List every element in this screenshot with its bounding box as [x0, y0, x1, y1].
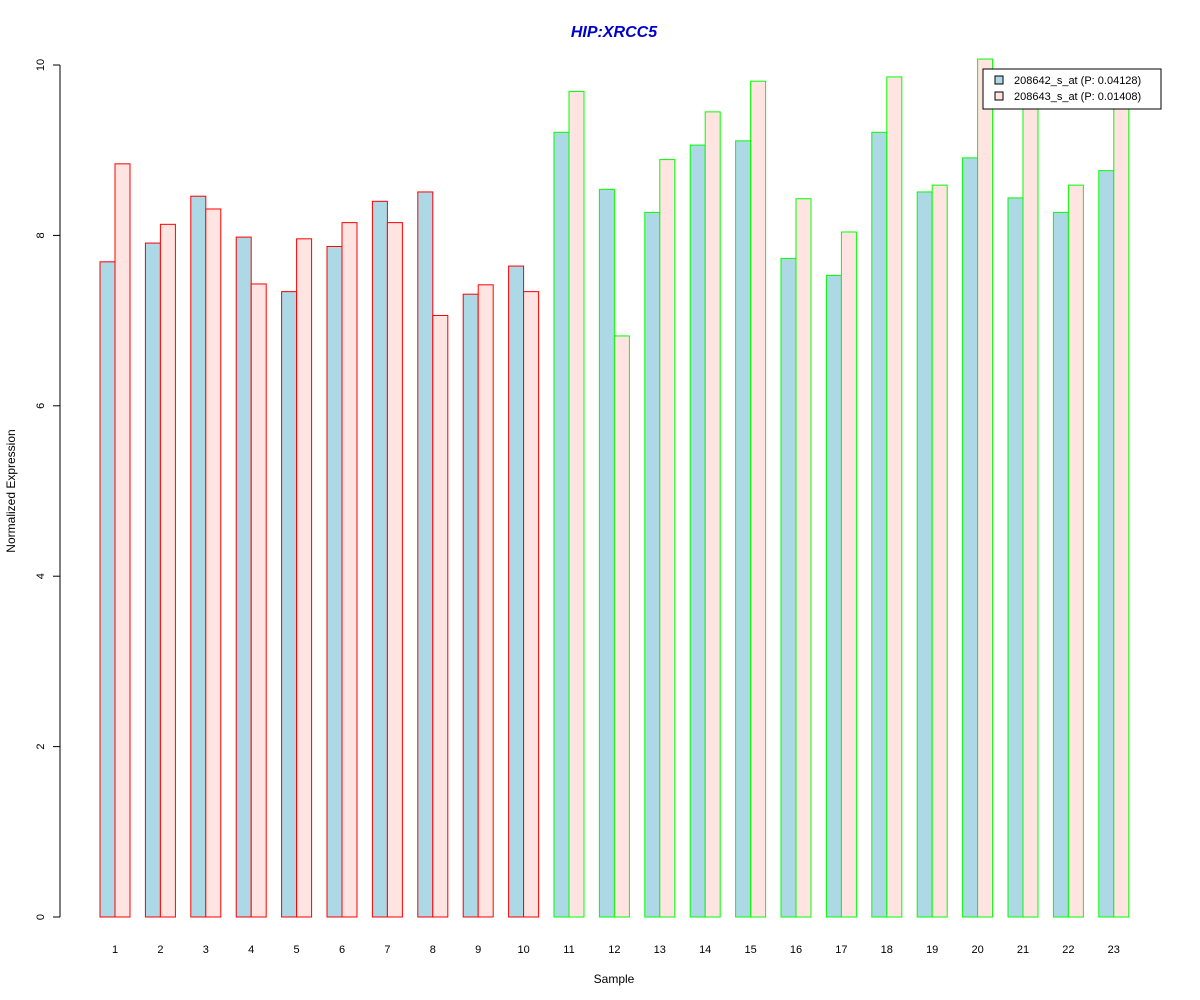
legend-label-series-1: 208642_s_at (P: 0.04128) [1014, 75, 1141, 87]
x-tick-label: 9 [475, 944, 481, 956]
bar-sample-5-series-2 [296, 238, 313, 918]
bar-sample-12-series-1 [598, 188, 615, 918]
bar-sample-8-series-2 [432, 314, 449, 918]
bar-sample-11-series-2 [568, 90, 585, 918]
bar-sample-13-series-1 [644, 211, 661, 918]
bar-sample-22-series-1 [1052, 211, 1069, 918]
bar-sample-6-series-1 [326, 245, 343, 918]
bar-sample-2-series-1 [144, 242, 161, 918]
bar-sample-10-series-1 [508, 265, 525, 918]
bar-sample-8-series-1 [417, 191, 434, 918]
x-axis-label: Sample [594, 972, 635, 986]
x-tick-label: 15 [744, 944, 756, 956]
x-tick-label: 13 [654, 944, 666, 956]
x-tick-label: 11 [563, 944, 574, 956]
y-tick-label: 10 [35, 59, 47, 71]
x-tick-label: 21 [1017, 944, 1029, 956]
x-tick-label: 17 [835, 944, 847, 956]
x-tick-label: 14 [699, 944, 711, 956]
bar-sample-21-series-2 [1022, 73, 1039, 918]
bar-sample-4-series-2 [250, 283, 267, 918]
legend-swatch-series-2 [994, 91, 1004, 101]
bar-sample-18-series-1 [871, 131, 888, 918]
bar-sample-2-series-2 [159, 223, 176, 918]
bar-sample-20-series-2 [977, 58, 994, 918]
bar-sample-20-series-1 [962, 157, 979, 918]
bar-sample-9-series-2 [477, 284, 494, 918]
bar-sample-17-series-2 [840, 231, 857, 918]
bar-sample-1-series-2 [114, 163, 131, 918]
x-tick-label: 10 [517, 944, 529, 956]
x-tick-label: 19 [926, 944, 938, 956]
legend-box [982, 68, 1162, 110]
x-tick-label: 20 [971, 944, 983, 956]
bars [99, 58, 1130, 918]
legend: 208642_s_at (P: 0.04128) 208643_s_at (P:… [982, 68, 1162, 110]
bar-sample-19-series-2 [931, 184, 948, 918]
bar-sample-23-series-2 [1113, 69, 1130, 918]
x-tick-label: 3 [203, 944, 209, 956]
bar-sample-15-series-1 [735, 140, 752, 918]
x-tick-label: 23 [1108, 944, 1120, 956]
bar-sample-13-series-2 [659, 159, 676, 918]
bar-sample-15-series-2 [750, 80, 767, 918]
bar-sample-5-series-1 [281, 291, 298, 918]
x-tick-label: 5 [294, 944, 300, 956]
bar-sample-10-series-2 [523, 291, 540, 918]
bar-sample-14-series-2 [704, 111, 721, 918]
x-tick-label: 1 [112, 944, 118, 956]
bar-sample-14-series-1 [689, 144, 706, 918]
bar-sample-1-series-1 [99, 261, 116, 918]
y-tick-label: 8 [35, 232, 47, 238]
chart-title: HIP:XRCC5 [571, 24, 658, 41]
bar-sample-4-series-1 [235, 236, 252, 918]
legend-label-series-2: 208643_s_at (P: 0.01408) [1014, 91, 1141, 103]
bar-sample-12-series-2 [613, 335, 630, 918]
y-axis-label: Normalized Expression [4, 429, 18, 552]
x-tick-label: 12 [608, 944, 620, 956]
legend-swatch-series-1 [994, 75, 1004, 85]
x-tick-labels: 1 2 3 4 5 6 7 8 9 10 11 12 13 14 15 16 17 18 19 20 21 22 23 [112, 944, 1120, 956]
bar-sample-16-series-1 [780, 257, 797, 918]
x-tick-label: 6 [339, 944, 345, 956]
bar-sample-19-series-1 [916, 191, 933, 918]
x-tick-label: 22 [1062, 944, 1074, 956]
y-tick-label: 6 [35, 403, 47, 409]
y-tick-label: 0 [35, 914, 47, 920]
bar-sample-7-series-1 [371, 200, 388, 918]
bar-sample-7-series-2 [386, 222, 403, 918]
x-tick-label: 18 [881, 944, 893, 956]
bar-sample-9-series-1 [462, 293, 479, 918]
x-tick-label: 8 [430, 944, 436, 956]
y-tick-label: 2 [35, 744, 47, 750]
bar-sample-23-series-1 [1098, 170, 1115, 918]
bar-sample-11-series-1 [553, 131, 570, 918]
bar-sample-21-series-1 [1007, 197, 1024, 918]
bar-sample-3-series-2 [205, 208, 222, 918]
x-tick-label: 16 [790, 944, 802, 956]
y-ticks: 0 2 4 6 8 10 [35, 59, 60, 920]
x-tick-label: 2 [157, 944, 163, 956]
bar-sample-3-series-1 [190, 195, 207, 918]
x-tick-label: 7 [384, 944, 390, 956]
bar-sample-16-series-2 [795, 198, 812, 918]
bar-sample-6-series-2 [341, 222, 358, 918]
y-tick-label: 4 [35, 573, 47, 579]
bar-sample-17-series-1 [825, 274, 842, 918]
y-axis: 0 2 4 6 8 10 [35, 59, 61, 920]
x-tick-label: 4 [248, 944, 254, 956]
bar-sample-22-series-2 [1067, 184, 1084, 918]
bar-sample-18-series-2 [886, 76, 903, 918]
